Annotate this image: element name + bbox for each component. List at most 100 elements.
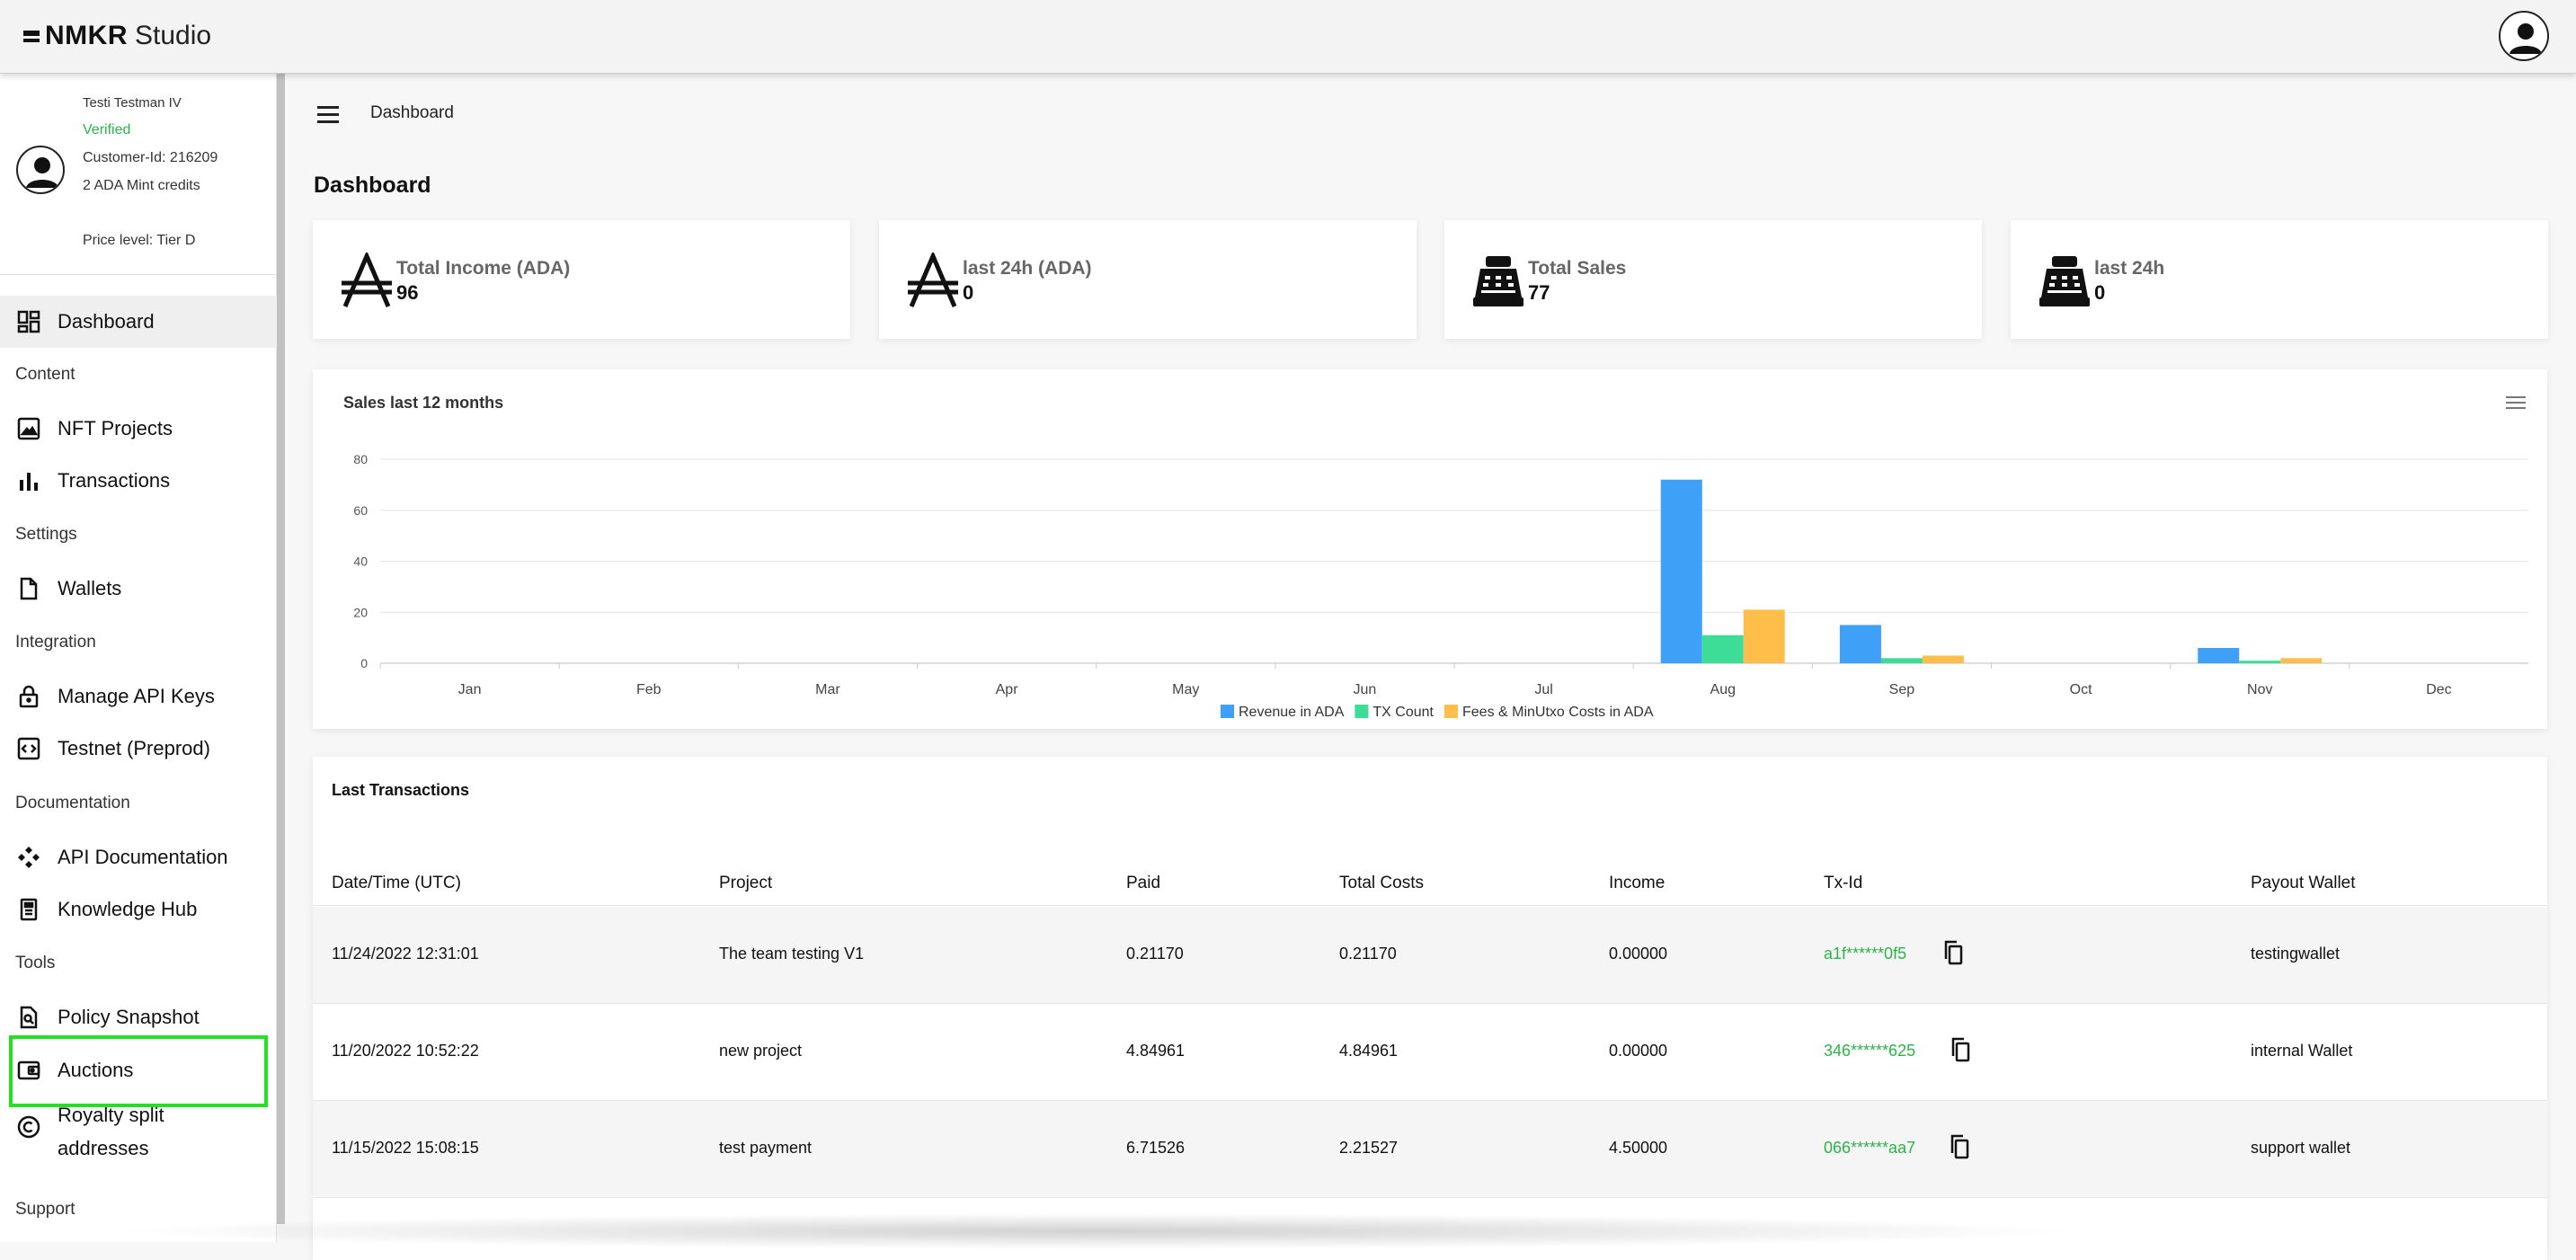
sales-chart-card: 0 20 40 60 80 Jan Feb Mar Apr May Jun Jul Aug Sep Oct N…	[313, 369, 2547, 729]
column-header[interactable]: Payout Wallet	[2251, 874, 2356, 892]
royalty-label-line2: addresses	[58, 1137, 149, 1159]
sales-chart: 0 20 40 60 80 Jan Feb Mar Apr May Jun Jul Aug Sep Oct N…	[353, 452, 2528, 720]
stat-value: 77	[1528, 281, 1550, 304]
stat-value: 0	[2094, 281, 2106, 304]
top-bar: NMKR Studio	[0, 0, 2576, 74]
tx-id-link[interactable]: a1f******0f5	[1824, 945, 1907, 963]
copy-icon[interactable]	[1950, 1036, 1971, 1063]
column-header[interactable]: Project	[719, 874, 773, 892]
bar-chart-icon	[16, 468, 41, 493]
sidebar-item-transactions[interactable]: Transactions	[0, 455, 277, 507]
column-header[interactable]: Total Costs	[1339, 874, 1424, 892]
document-icon	[16, 576, 41, 601]
breadcrumb-item[interactable]: Dashboard	[370, 103, 454, 122]
legend-swatch	[1355, 705, 1369, 718]
table-row[interactable]: 11/20/2022 10:52:22 new project 4.84961 …	[313, 1004, 2547, 1101]
cell-project: test payment	[719, 1139, 813, 1157]
profile-name: Testi Testman IV	[83, 95, 182, 111]
sidebar-item-api-docs[interactable]: API Documentation	[0, 831, 277, 883]
x-tick-label: Aug	[1710, 682, 1736, 697]
x-tick-label: Apr	[996, 682, 1019, 697]
sidebar-item-knowledge-hub[interactable]: Knowledge Hub	[0, 883, 277, 936]
cell-income: 0.00000	[1609, 945, 1668, 963]
legend-label: Revenue in ADA	[1239, 705, 1345, 720]
x-tick-label: Nov	[2247, 682, 2272, 697]
cell-project: new project	[719, 1042, 803, 1060]
x-tick-label: Mar	[815, 682, 840, 697]
cell-income: 0.00000	[1609, 1042, 1668, 1060]
stat-value: 0	[963, 281, 974, 304]
section-integration: Integration	[15, 633, 96, 652]
cell-paid: 0.21170	[1126, 945, 1184, 963]
lock-icon	[16, 684, 41, 709]
x-tick-label: Dec	[2426, 682, 2451, 697]
stat-card-total-sales: Total Sales 77	[1444, 220, 1982, 339]
x-tick-label: May	[1172, 682, 1199, 697]
app-logo[interactable]: NMKR Studio	[23, 20, 211, 52]
sidebar-item-label: Dashboard	[58, 310, 155, 333]
column-header[interactable]: Tx-Id	[1824, 874, 1863, 892]
profile-panel: Testi Testman IV Verified Customer-Id: 2…	[0, 74, 277, 275]
sidebar-item-testnet[interactable]: Testnet (Preprod)	[0, 723, 277, 775]
mint-credits: 2 ADA Mint credits	[83, 178, 200, 193]
profile-avatar-icon	[16, 146, 65, 194]
x-tick-label: Jul	[1534, 682, 1552, 697]
sidebar-item-policy-snapshot[interactable]: Policy Snapshot	[0, 991, 277, 1043]
y-tick-label: 20	[353, 605, 368, 619]
y-tick-label: 0	[360, 656, 368, 670]
sidebar-item-label: Royalty split addresses	[58, 1098, 164, 1165]
sidebar-item-label: API Documentation	[58, 846, 228, 869]
sidebar-item-auctions[interactable]: Auctions	[0, 1044, 277, 1096]
code-box-icon	[16, 736, 41, 761]
cell-income: 4.50000	[1609, 1139, 1668, 1157]
legend-label: TX Count	[1372, 705, 1434, 720]
table-row[interactable]: 11/15/2022 15:08:15 test payment 6.71526…	[313, 1101, 2547, 1198]
copy-icon[interactable]	[1942, 939, 1964, 966]
verified-status: Verified	[83, 122, 131, 138]
tx-id-link[interactable]: 346******625	[1824, 1042, 1916, 1060]
bar	[2280, 658, 2323, 663]
copy-icon[interactable]	[1949, 1133, 1970, 1160]
sidebar-item-nft-projects[interactable]: NFT Projects	[0, 403, 277, 455]
sidebar-item-label: NFT Projects	[58, 417, 173, 440]
sidebar-item-royalty-split[interactable]: Royalty split addresses	[0, 1098, 277, 1167]
cell-total-costs: 2.21527	[1339, 1139, 1399, 1157]
legend-swatch	[1444, 705, 1458, 718]
column-header[interactable]: Paid	[1126, 874, 1161, 892]
sidebar: Testi Testman IV Verified Customer-Id: 2…	[0, 74, 277, 1242]
sidebar-scrollbar[interactable]	[277, 74, 285, 1224]
bar	[1743, 609, 1785, 663]
sidebar-item-wallets[interactable]: Wallets	[0, 563, 277, 615]
cell-project: The team testing V1	[719, 945, 865, 963]
auctions-highlight	[9, 1035, 268, 1107]
legend-swatch	[1221, 705, 1234, 718]
sidebar-item-dashboard[interactable]: Dashboard	[0, 296, 277, 348]
chart-title: Sales last 12 months	[343, 394, 504, 412]
price-level: Price level: Tier D	[83, 233, 196, 248]
menu-toggle-icon[interactable]	[317, 106, 339, 123]
tx-id-link[interactable]: 066******aa7	[1824, 1139, 1916, 1157]
cell-date: 11/15/2022 15:08:15	[332, 1139, 479, 1157]
cell-total-costs: 0.21170	[1339, 945, 1397, 963]
ada-icon	[908, 253, 958, 307]
column-header[interactable]: Date/Time (UTC)	[332, 874, 461, 892]
account-avatar-icon[interactable]	[2499, 11, 2549, 61]
stat-title: Total Income (ADA)	[396, 258, 571, 279]
chart-menu-icon[interactable]	[2506, 396, 2526, 411]
transactions-title: Last Transactions	[332, 781, 470, 799]
sidebar-item-api-keys[interactable]: Manage API Keys	[0, 670, 277, 723]
column-header[interactable]: Income	[1609, 874, 1666, 892]
cell-payout-wallet: support wallet	[2251, 1139, 2351, 1157]
cell-payout-wallet: internal Wallet	[2251, 1042, 2353, 1060]
dashboard-icon	[16, 309, 41, 334]
stat-card-last24h-sales: last 24h 0	[2011, 220, 2548, 339]
book-icon	[16, 897, 41, 922]
y-tick-label: 60	[353, 503, 368, 518]
scroll-shadow	[108, 1213, 2085, 1249]
x-tick-label: Sep	[1889, 682, 1915, 697]
image-icon	[16, 416, 41, 441]
cell-date: 11/24/2022 12:31:01	[332, 945, 479, 963]
table-row[interactable]: 11/24/2022 12:31:01 The team testing V1 …	[313, 907, 2547, 1004]
search-document-icon	[16, 1005, 41, 1030]
cell-date: 11/20/2022 10:52:22	[332, 1042, 479, 1060]
